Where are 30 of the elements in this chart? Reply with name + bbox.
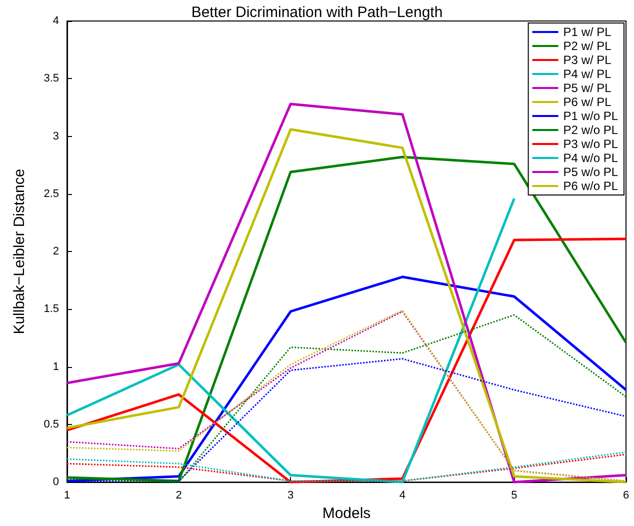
legend-label: P6 w/ PL	[563, 95, 612, 109]
legend-label: P3 w/ PL	[563, 53, 612, 67]
x-tick-label: 1	[64, 490, 70, 502]
x-tick-label: 5	[511, 490, 518, 502]
y-tick-label: 0	[52, 476, 59, 488]
y-tick-label: 3.5	[44, 72, 59, 85]
x-tick-label: 4	[399, 490, 406, 502]
legend-label: P6 w/o PL	[563, 179, 618, 193]
legend-label: P5 w/o PL	[563, 165, 618, 179]
legend-label: P2 w/ PL	[563, 39, 612, 53]
legend-label: P3 w/o PL	[563, 137, 618, 151]
y-tick-label: 2	[52, 246, 59, 258]
x-tick-label: 6	[622, 490, 630, 502]
y-tick-label: 4	[52, 15, 59, 27]
legend-label: P4 w/o PL	[563, 151, 618, 165]
y-tick-label: 1.5	[44, 303, 59, 316]
legend-label: P1 w/ PL	[563, 25, 612, 39]
legend-label: P5 w/ PL	[563, 81, 612, 95]
y-tick-label: 2.5	[44, 188, 59, 200]
legend-label: P4 w/ PL	[563, 67, 612, 81]
legend-label: P2 w/o PL	[563, 123, 618, 137]
y-tick-label: 1	[52, 360, 59, 373]
chart-title: Better Dicrimination with Path−Length	[191, 4, 443, 21]
x-tick-label: 3	[288, 490, 294, 502]
y-tick-label: 3	[52, 130, 59, 142]
x-tick-label: 2	[176, 490, 182, 502]
y-axis-title: Kullbak−Leibler Distance	[11, 168, 28, 334]
x-axis-title: Models	[322, 505, 371, 522]
y-tick-label: 0.5	[44, 418, 59, 430]
legend-label: P1 w/o PL	[563, 109, 618, 123]
